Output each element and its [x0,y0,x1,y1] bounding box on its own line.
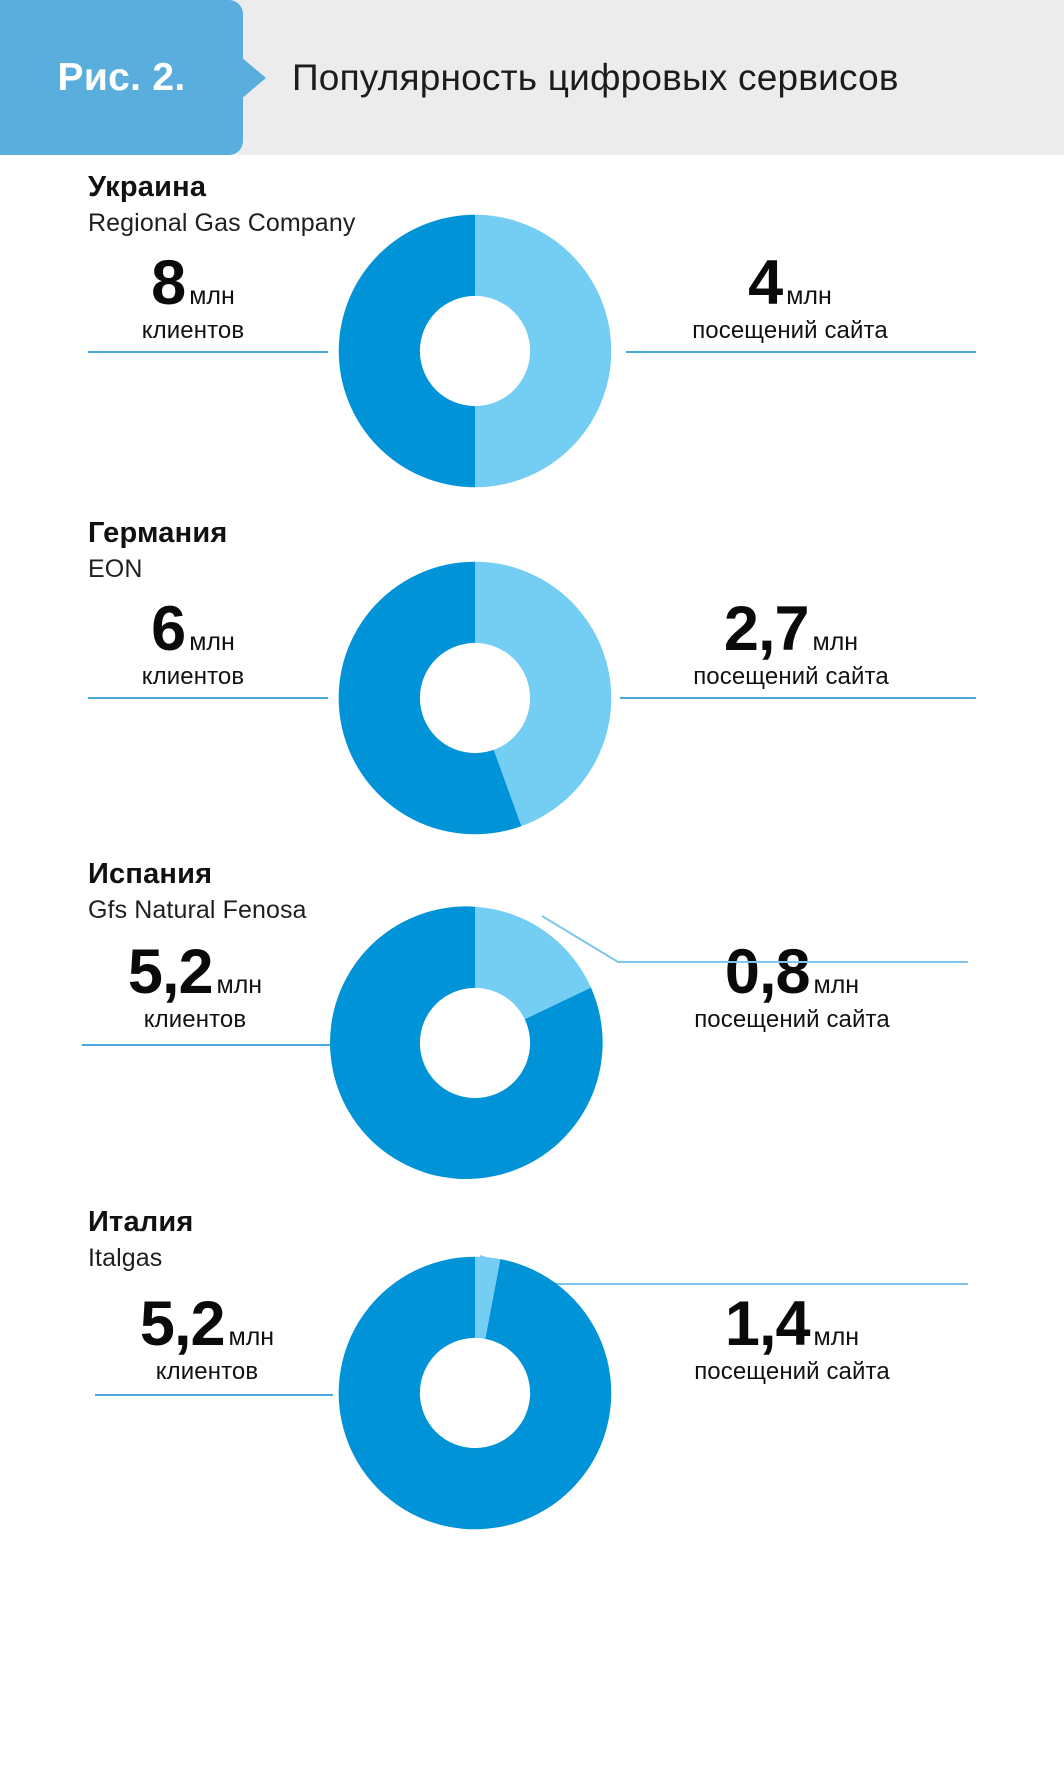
donut-chart-italy [330,1248,620,1538]
badge-label: Рис. 2. [57,55,186,99]
visits-caption: посещений сайта [694,1005,890,1033]
badge-arrow-icon [240,56,266,100]
clients-value-block: 5,2 млн клиентов [52,1289,362,1386]
clients-unit: млн [189,282,235,310]
country-name: Италия [88,1206,194,1238]
visits-callout-line [541,915,968,963]
clients-number: 8 [151,248,186,318]
clients-caption: клиентов [141,316,245,344]
clients-value-block: 8 млн клиентов [48,248,338,345]
country-section-italy: Италия Italgas 5,2 млн клиентов 1,4 млн по… [0,1196,1064,1596]
visits-value-block: 0,8 млн посещений сайта [620,937,964,1034]
clients-caption: клиентов [143,1005,247,1033]
visits-caption: посещений сайта [694,1357,890,1385]
visits-number: 4 [748,248,783,318]
clients-number: 5,2 [127,937,214,1007]
donut-hole [419,642,531,754]
company-name: Regional Gas Company [88,209,356,237]
visits-value-block: 1,4 млн посещений сайта [620,1289,964,1386]
visits-number: 0,8 [724,937,811,1007]
visits-number: 2,7 [723,594,810,664]
visits-unit: млн [786,282,832,310]
country-section-germany: Германия EON 6 млн клиентов 2,7 млн посеще… [0,505,1064,855]
clients-leader-line [88,351,328,353]
clients-number: 5,2 [139,1289,226,1359]
slice-clients [338,214,475,488]
country-section-ukraine: Украина Regional Gas Company 8 млн клиент… [0,155,1064,505]
slice-visits [475,561,612,827]
clients-number: 6 [151,594,186,664]
page-title: Популярность цифровых сервисов [292,56,899,98]
clients-value-block: 5,2 млн клиентов [40,937,350,1034]
clients-leader-line [88,697,328,699]
slice-visits [475,214,612,488]
clients-unit: млн [189,628,235,656]
clients-value-block: 6 млн клиентов [48,594,338,691]
figure-badge: Рис. 2. [0,0,280,155]
visits-value-block: 4 млн посещений сайта [625,248,955,345]
visits-leader-line [620,697,976,699]
clients-caption: клиентов [141,662,245,690]
country-section-spain: Испания Gfs Natural Fenosa 5,2 млн клиент… [0,848,1064,1198]
company-name: EON [88,555,143,583]
donut-hole [419,987,531,1099]
clients-caption: клиентов [155,1357,259,1385]
visits-unit: млн [812,628,859,656]
country-name: Испания [88,858,213,890]
header-bar: Рис. 2. Популярность цифровых сервисов [0,0,1064,155]
donut-chart-ukraine [330,206,620,496]
company-name: Gfs Natural Fenosa [88,896,307,924]
donut-hole [419,1337,531,1449]
visits-caption: посещений сайта [692,316,888,344]
donut-chart-spain [330,898,620,1188]
country-name: Украина [88,171,207,203]
clients-leader-line [95,1394,333,1396]
visits-number: 1,4 [724,1289,811,1359]
visits-caption: посещений сайта [693,662,889,690]
donut-hole [419,295,531,407]
company-name: Italgas [88,1244,163,1272]
clients-unit: млн [216,971,263,999]
visits-leader-line [626,351,976,353]
donut-chart-germany [330,553,620,843]
country-name: Германия [88,517,228,549]
visits-unit: млн [813,971,860,999]
clients-leader-line [82,1044,330,1046]
clients-unit: млн [228,1323,275,1351]
visits-unit: млн [813,1323,860,1351]
visits-value-block: 2,7 млн посещений сайта [618,594,964,691]
badge-background [0,0,243,155]
